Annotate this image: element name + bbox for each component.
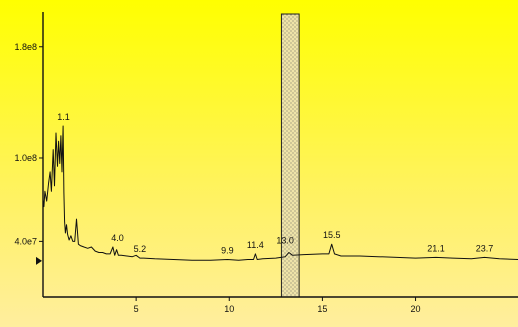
baseline-marker-icon	[36, 256, 42, 265]
peak-label: 1.1	[57, 112, 70, 122]
peak-label: 4.0	[111, 233, 124, 243]
x-tick-label: 15	[317, 304, 327, 314]
peak-label: 23.7	[476, 243, 494, 253]
highlight-band	[280, 13, 300, 298]
y-tick-label: 1.8e8	[14, 42, 37, 52]
peak-label: 9.9	[221, 245, 234, 255]
y-tick-label: 1.0e8	[14, 153, 37, 163]
peak-label: 21.1	[427, 243, 445, 253]
series-line	[42, 125, 518, 261]
peak-label: 11.4	[247, 240, 264, 250]
peak-label: 13.0	[276, 236, 294, 246]
x-tick-label: 20	[411, 304, 421, 314]
peak-label: 5.2	[134, 244, 147, 254]
x-tick-label: 10	[224, 304, 234, 314]
peak-label: 15.5	[323, 230, 341, 240]
x-tick-label: 5	[134, 304, 139, 314]
y-tick-label: 4.0e7	[14, 236, 37, 246]
